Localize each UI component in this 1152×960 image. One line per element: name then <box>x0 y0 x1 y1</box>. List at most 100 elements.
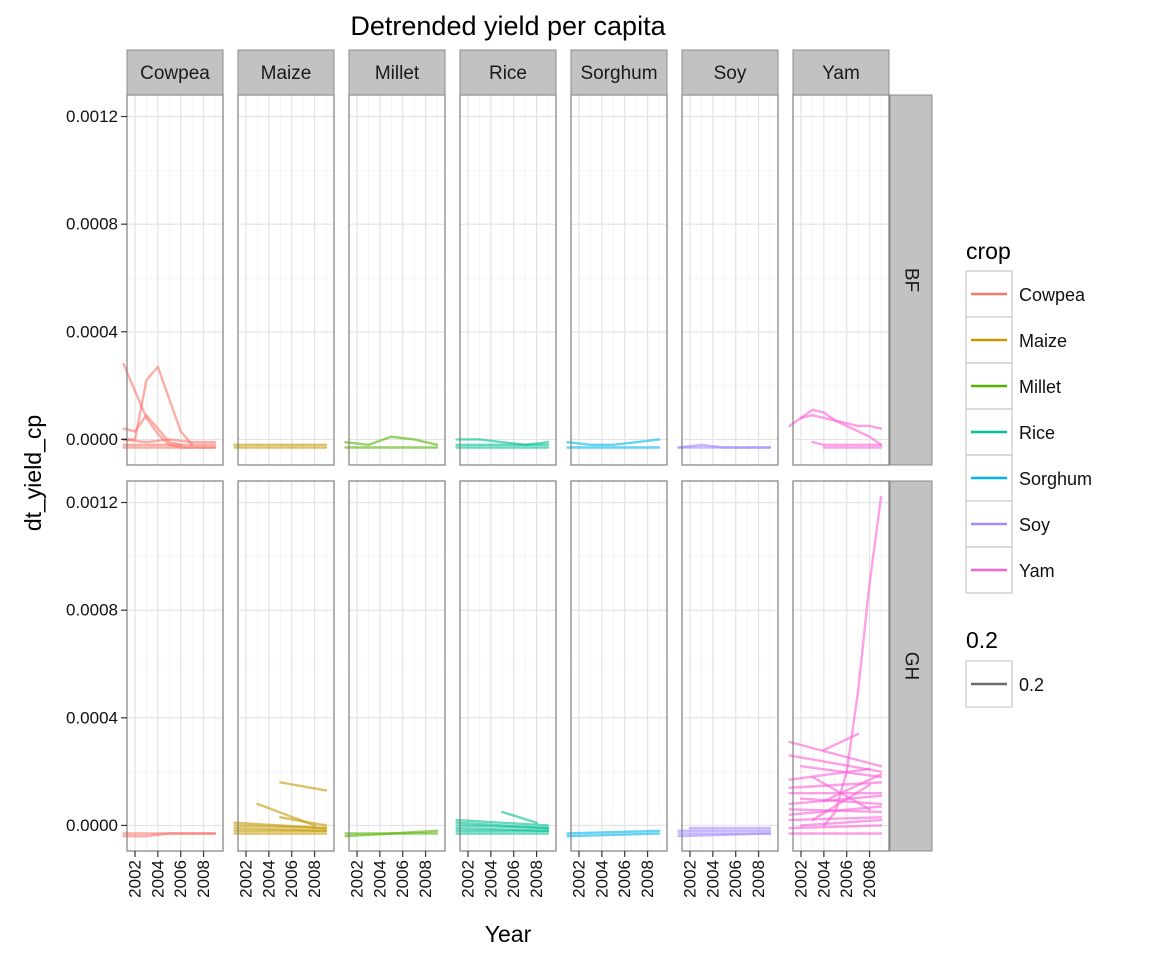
x-tick-label: 2004 <box>148 860 167 898</box>
col-strip-label: Cowpea <box>140 63 210 84</box>
x-tick-label: 2008 <box>527 860 546 898</box>
series-line-gh-yam <box>788 794 883 806</box>
series-line-gh-yam <box>822 773 883 803</box>
col-strip-cowpea <box>126 49 224 96</box>
legend-label: Sorghum <box>1019 469 1092 489</box>
legend-item-sorghum: Sorghum <box>965 454 1092 502</box>
panel-border <box>681 480 779 852</box>
legend-title-alpha: 0.2 <box>966 627 998 653</box>
panel-bf-maize <box>238 95 334 465</box>
x-tick-label: 2008 <box>194 860 213 898</box>
legend-label: Soy <box>1019 515 1050 535</box>
panel-bf-soy <box>682 95 778 465</box>
panel-background <box>238 95 334 465</box>
series-line-gh-yam <box>788 740 883 768</box>
series-line-gh-rice <box>455 818 550 827</box>
panel-gh-sorghum <box>571 481 667 851</box>
x-tick-label: 2008 <box>638 860 657 898</box>
series-line-gh-millet <box>344 829 439 838</box>
legend-item-cowpea: Cowpea <box>965 270 1086 318</box>
x-tick-label: 2006 <box>171 860 190 898</box>
x-tick-label: 2008 <box>860 860 879 898</box>
col-strip-label: Soy <box>714 63 747 84</box>
panel-background <box>460 95 556 465</box>
chart-title: Detrended yield per capita <box>350 11 666 41</box>
row-strip-gh <box>889 480 933 852</box>
series-line-gh-yam <box>788 781 883 789</box>
col-strip-label: Rice <box>489 63 527 84</box>
series-line-gh-rice <box>501 810 538 824</box>
x-tick-label: 2006 <box>504 860 523 898</box>
panel-background <box>238 481 334 851</box>
x-tick-label: 2008 <box>305 860 324 898</box>
x-tick-label: 2002 <box>237 860 256 898</box>
series-line-bf-sorghum <box>566 438 661 447</box>
series-line-gh-yam <box>822 732 860 752</box>
x-tick-label: 2002 <box>681 860 700 898</box>
panel-background <box>682 95 778 465</box>
panel-bf-sorghum <box>571 95 667 465</box>
legend-label: Rice <box>1019 423 1055 443</box>
legend: crop Cowpea Maize Millet Rice Sorghum Soy Yam 0.… <box>965 238 1092 708</box>
x-tick-label: 2002 <box>126 860 145 898</box>
series-line-gh-cowpea <box>122 832 217 838</box>
legend-item-soy: Soy <box>965 500 1050 548</box>
y-tick-label: 0.0000 <box>66 816 118 835</box>
x-tick-label: 2004 <box>370 860 389 898</box>
legend-label: Yam <box>1019 561 1055 581</box>
x-tick-label: 2008 <box>416 860 435 898</box>
series-line-gh-maize <box>279 781 328 792</box>
x-tick-label: 2004 <box>814 860 833 898</box>
panel-border <box>570 480 668 852</box>
legend-item-millet: Millet <box>965 362 1061 410</box>
panel-background <box>571 95 667 465</box>
panel-background <box>349 481 445 851</box>
x-tick-label: 2008 <box>749 860 768 898</box>
lines-layer <box>122 362 883 838</box>
panel-bf-yam <box>793 95 889 465</box>
panel-background <box>127 481 223 851</box>
col-strip-maize <box>237 49 335 96</box>
col-strip-millet <box>348 49 446 96</box>
legend-item-alpha: 0.2 <box>965 660 1044 708</box>
panel-background <box>571 481 667 851</box>
x-axis-title: Year <box>485 921 532 947</box>
panel-background <box>682 481 778 851</box>
series-line-gh-rice <box>455 824 550 830</box>
y-tick-label: 0.0008 <box>66 601 118 620</box>
legend-title-crop: crop <box>966 238 1011 264</box>
col-strip-sorghum <box>570 49 668 96</box>
x-tick-label: 2002 <box>792 860 811 898</box>
series-line-gh-yam <box>788 767 871 781</box>
series-line-gh-maize <box>279 816 328 827</box>
col-strip-rice <box>459 49 557 96</box>
panel-background <box>460 481 556 851</box>
panel-gh-cowpea <box>127 481 223 851</box>
legend-item-yam: Yam <box>965 546 1055 594</box>
panel-border <box>792 480 890 852</box>
legend-label: Millet <box>1019 377 1061 397</box>
x-tick-label: 2002 <box>570 860 589 898</box>
x-tick-label: 2006 <box>837 860 856 898</box>
y-tick-label: 0.0008 <box>66 215 118 234</box>
series-line-gh-yam <box>811 783 871 822</box>
y-tick-label: 0.0012 <box>66 107 118 126</box>
x-tick-label: 2002 <box>348 860 367 898</box>
x-tick-label: 2006 <box>282 860 301 898</box>
col-strip-label: Maize <box>261 63 312 84</box>
series-line-bf-cowpea <box>122 414 182 447</box>
series-line-gh-sorghum <box>566 829 661 835</box>
y-tick-label: 0.0000 <box>66 430 118 449</box>
series-line-gh-yam <box>822 495 883 827</box>
row-strip-label: GH <box>901 652 922 681</box>
y-tick-label: 0.0004 <box>66 708 118 727</box>
series-line-bf-cowpea <box>122 438 217 444</box>
y-tick-label: 0.0012 <box>66 493 118 512</box>
x-tick-label: 2006 <box>726 860 745 898</box>
panel-gh-rice <box>460 481 556 851</box>
series-line-gh-yam <box>788 824 883 830</box>
x-tick-label: 2006 <box>615 860 634 898</box>
series-line-gh-soy <box>677 832 772 838</box>
x-tick-label: 2004 <box>259 860 278 898</box>
